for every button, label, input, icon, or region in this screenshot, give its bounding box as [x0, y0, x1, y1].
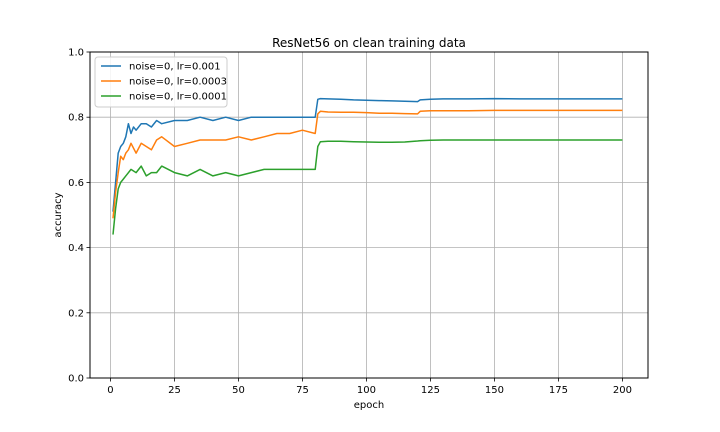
- series-lines: [112, 97, 623, 235]
- y-tick-label: 0.6: [68, 178, 84, 189]
- chart-title: ResNet56 on clean training data: [272, 36, 466, 50]
- x-tick-label: 200: [613, 385, 632, 396]
- x-tick-label: 100: [357, 385, 376, 396]
- y-tick-label: 0.8: [68, 113, 84, 124]
- series-line-0: [112, 97, 623, 212]
- x-tick-label: 75: [296, 385, 309, 396]
- x-axis-ticks: 0 25 50 75 100 125 150 175 200: [107, 378, 632, 396]
- legend-label-lr-0.0003: noise=0, lr=0.0003: [129, 77, 227, 88]
- x-tick-label: 125: [421, 385, 440, 396]
- legend-label-lr-0.001: noise=0, lr=0.001: [129, 62, 221, 73]
- x-axis-label: epoch: [354, 400, 384, 411]
- y-tick-label: 0.4: [68, 243, 84, 254]
- legend-box: [94, 56, 228, 108]
- x-tick-label: 150: [485, 385, 504, 396]
- x-tick-label: 50: [232, 385, 245, 396]
- series-line-2: [112, 139, 623, 235]
- y-tick-label: 0.2: [68, 308, 84, 319]
- x-tick-label: 0: [107, 385, 113, 396]
- y-tick-label: 1.0: [68, 48, 84, 59]
- legend: noise=0, lr=0.001 noise=0, lr=0.0003 noi…: [94, 56, 228, 108]
- series-line-1: [112, 109, 623, 219]
- y-axis-label: accuracy: [53, 192, 64, 237]
- y-tick-label: 0.0: [68, 374, 84, 385]
- legend-label-lr-0.0001: noise=0, lr=0.0001: [129, 92, 227, 103]
- x-tick-label: 25: [168, 385, 181, 396]
- plot-frame: [89, 51, 649, 379]
- y-axis-ticks: 0.0 0.2 0.4 0.6 0.8 1.0: [68, 48, 90, 385]
- x-tick-label: 175: [549, 385, 568, 396]
